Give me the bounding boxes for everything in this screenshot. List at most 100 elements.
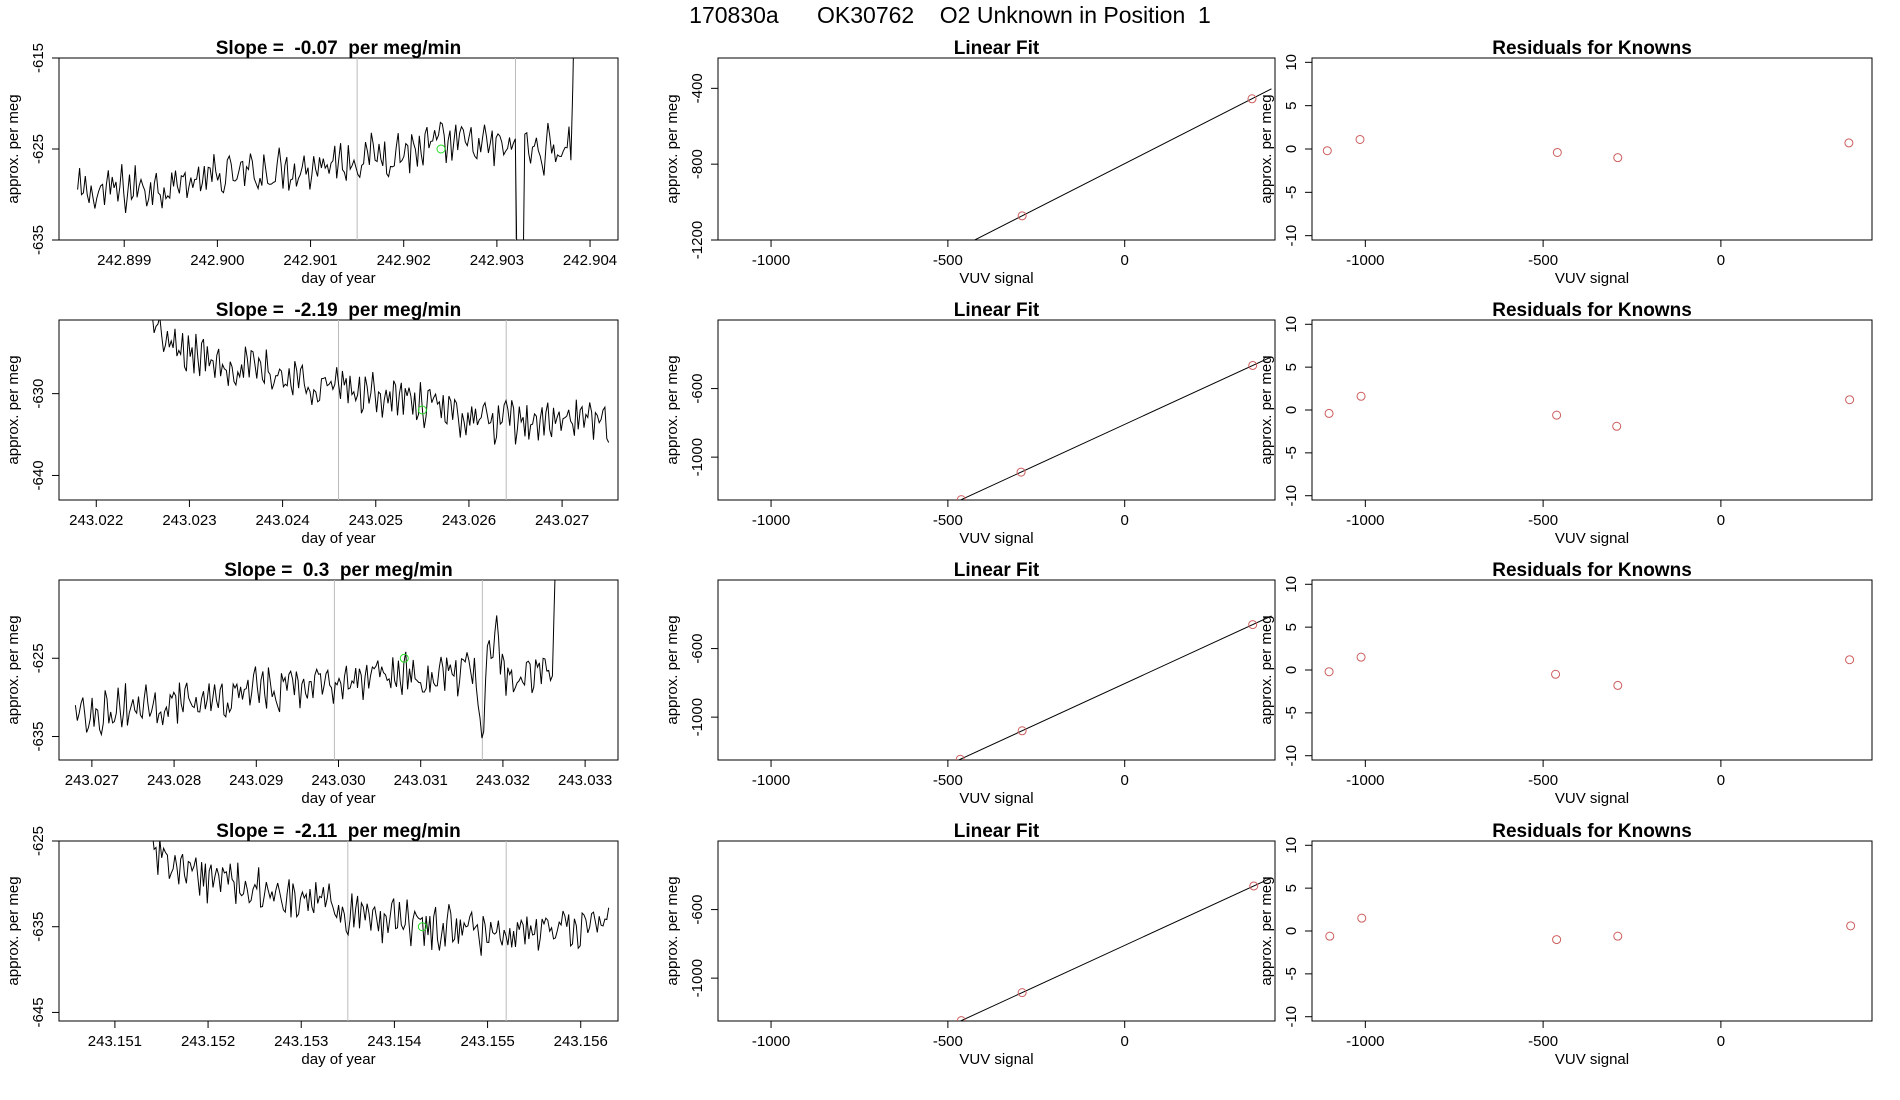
x-tick-label: -500: [1528, 512, 1558, 529]
x-tick-label: 243.032: [476, 772, 530, 789]
y-tick-label: -5: [1283, 446, 1300, 459]
panel-title: Slope = -2.11 per meg/min: [216, 821, 460, 842]
residual-point: [1324, 408, 1334, 418]
y-axis-label: approx. per meg: [5, 876, 22, 985]
x-tick-label: -1000: [1346, 772, 1384, 789]
y-tick-label: 10: [1283, 837, 1300, 854]
plot-frame: [1311, 57, 1873, 241]
x-tick-label: -500: [933, 252, 963, 269]
panel-1-0: Slope = -2.19 per meg/min 243.022 243.023 2…: [5, 300, 619, 547]
panel-1-2: Residuals for Knowns -1000 -500 0 10 5 0 -5 -10 V…: [1258, 300, 1873, 547]
x-tick-label: 0: [1121, 772, 1129, 789]
x-tick-label: 243.152: [181, 1033, 235, 1050]
plot-area: [1325, 913, 1856, 945]
plot-frame: [717, 319, 1276, 501]
panel-2-0: Slope = 0.3 per meg/min 243.027 243.028 243…: [5, 560, 619, 807]
plot-frame: [1311, 319, 1873, 501]
plot-frame: [717, 579, 1276, 761]
x-tick-label: -500: [1528, 772, 1558, 789]
x-tick-label: 243.023: [162, 512, 216, 529]
y-tick-label: -1200: [689, 221, 706, 259]
panel-title: Residuals for Knowns: [1492, 300, 1692, 321]
x-tick-label: 0: [1121, 512, 1129, 529]
y-tick-label: -5: [1283, 186, 1300, 199]
x-axis-label: VUV signal: [1555, 790, 1629, 807]
residual-point: [1613, 931, 1623, 941]
y-axis-label: approx. per meg: [1258, 615, 1275, 724]
panel-0-0: Slope = -0.07 per meg/min 242.899 242.900 2…: [5, 38, 619, 287]
x-tick-label: 243.151: [88, 1033, 142, 1050]
x-tick-label: 243.026: [442, 512, 496, 529]
panel-title: Slope = -2.19 per meg/min: [216, 300, 462, 321]
y-axis-label: approx. per meg: [664, 615, 681, 724]
x-tick-label: -500: [933, 512, 963, 529]
residual-point: [1845, 655, 1855, 665]
x-axis-label: VUV signal: [959, 530, 1033, 547]
known-point: [763, 585, 771, 593]
plot-area: [729, 88, 1272, 367]
unknown-point: [923, 260, 931, 268]
residual-point: [1356, 652, 1366, 662]
known-point: [1247, 94, 1257, 104]
x-tick-label: 242.899: [97, 252, 151, 269]
plot-frame: [717, 57, 1276, 241]
y-tick-label: -635: [30, 912, 47, 942]
x-axis-label: day of year: [301, 790, 375, 807]
x-tick-label: -1000: [752, 772, 790, 789]
y-tick-label: -10: [1283, 1006, 1300, 1028]
known-point: [958, 242, 966, 250]
x-tick-label: 0: [1121, 1033, 1129, 1050]
y-tick-label: -625: [30, 826, 47, 856]
y-tick-label: -1000: [689, 959, 706, 997]
residual-point: [1322, 146, 1332, 156]
y-tick-label: 5: [1283, 623, 1300, 631]
x-tick-label: 242.903: [470, 252, 524, 269]
y-tick-label: -625: [30, 643, 47, 673]
x-axis-label: VUV signal: [1555, 530, 1629, 547]
x-tick-label: 0: [1717, 252, 1725, 269]
plot-area: [77, 58, 574, 240]
plot-area: [763, 356, 1272, 593]
known-point: [729, 359, 737, 367]
residual-point: [1844, 138, 1854, 148]
x-axis-label: day of year: [301, 530, 375, 547]
residual-point: [1552, 410, 1562, 420]
y-tick-label: 0: [1283, 145, 1300, 153]
x-tick-label: 243.027: [65, 772, 119, 789]
x-tick-label: -500: [1528, 252, 1558, 269]
plot-area: [152, 320, 610, 500]
fit-line: [973, 88, 1272, 240]
panel-0-2: Residuals for Knowns -1000 -500 0 10 5 0 -5 -10 V…: [1258, 38, 1873, 287]
unknown-point: [436, 144, 446, 154]
y-tick-label: -1000: [689, 438, 706, 476]
residual-point: [1551, 669, 1561, 679]
y-tick-label: -1000: [689, 698, 706, 736]
y-tick-label: -10: [1283, 745, 1300, 767]
y-tick-label: -635: [30, 225, 47, 255]
unknown-point: [399, 653, 409, 663]
y-tick-label: -600: [689, 374, 706, 404]
fit-line: [959, 356, 1272, 500]
x-tick-label: 243.155: [460, 1033, 514, 1050]
residual-point: [1846, 921, 1856, 931]
plot-area: [1324, 391, 1855, 431]
residual-point: [1613, 153, 1623, 163]
panel-title: Slope = -0.07 per meg/min: [216, 38, 462, 59]
x-tick-label: 243.029: [229, 772, 283, 789]
x-tick-label: -1000: [1346, 1033, 1384, 1050]
x-tick-label: 0: [1717, 512, 1725, 529]
panel-title: Residuals for Knowns: [1492, 560, 1692, 581]
known-point: [1017, 726, 1027, 736]
fit-line: [957, 615, 1272, 760]
plot-frame: [717, 840, 1276, 1022]
plot-area: [1322, 134, 1854, 163]
plot-area: [152, 841, 610, 1021]
known-point: [763, 844, 771, 852]
x-tick-label: 0: [1121, 252, 1129, 269]
panel-title: Residuals for Knowns: [1492, 38, 1692, 59]
x-tick-label: 243.031: [394, 772, 448, 789]
panel-3-0: Slope = -2.11 per meg/min 243.151 243.152 2…: [5, 821, 619, 1068]
y-tick-label: 10: [1283, 576, 1300, 593]
residual-point: [1552, 935, 1562, 945]
plot-area: [1324, 652, 1855, 690]
